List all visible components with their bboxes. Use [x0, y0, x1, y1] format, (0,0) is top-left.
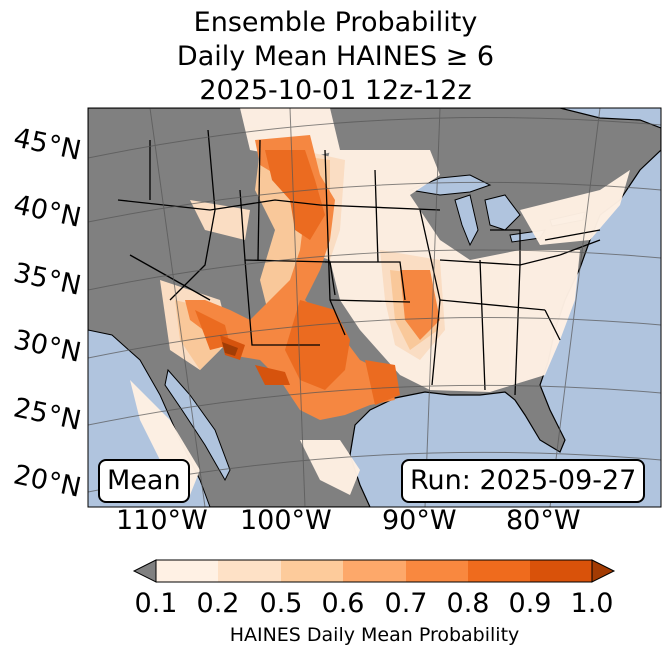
colorbar-segment-4 — [343, 560, 406, 582]
prob-band-highest — [265, 150, 325, 240]
colorbar-segment-7 — [530, 560, 592, 582]
gulf-of-california — [164, 368, 231, 482]
colorbar-tick: 1.0 — [570, 588, 614, 619]
colorbar-tick: 0.1 — [134, 588, 178, 619]
colorbar-segment-6 — [468, 560, 530, 582]
lon-label-90: 90°W — [382, 505, 457, 536]
lon-label-110: 110°W — [116, 505, 208, 536]
colorbar-tick: 0.6 — [321, 588, 365, 619]
colorbar-tick: 0.2 — [196, 588, 240, 619]
prob-band-extreme — [222, 342, 238, 356]
colorbar-under-arrow — [132, 559, 157, 583]
prob-band-max — [255, 365, 290, 385]
colorbar-tick: 0.5 — [259, 588, 303, 619]
colorbar-tick: 0.9 — [508, 588, 552, 619]
run-label-box: Run: 2025-09-27 — [401, 459, 646, 503]
great-lakes — [408, 174, 586, 247]
colorbar-tick: 0.7 — [384, 588, 428, 619]
prob-band-lightest — [520, 170, 630, 245]
title-line-3: 2025-10-01 12z-12z — [199, 75, 472, 106]
graticule — [88, 108, 661, 507]
title-line-1: Ensemble Probability — [193, 7, 478, 38]
colorbar-over-arrow — [591, 559, 616, 583]
prob-band-high — [400, 270, 440, 340]
prob-band-highest — [365, 360, 400, 405]
mean-label-box: Mean — [98, 459, 190, 503]
probability-shading — [130, 108, 630, 495]
colorbar-label: HAINES Daily Mean Probability — [229, 624, 520, 646]
colorbar-tick: 0.8 — [446, 588, 490, 619]
colorbar-segment-3 — [281, 560, 343, 582]
state-borders — [117, 129, 601, 396]
title-line-2: Daily Mean HAINES ≥ 6 — [176, 41, 495, 72]
colorbar-segment-2 — [218, 560, 281, 582]
prob-band-lightest — [320, 150, 580, 392]
colorbar-segment-1 — [156, 560, 218, 582]
prob-band-lightest — [300, 440, 360, 495]
colorbar-segment-5 — [406, 560, 468, 582]
lon-label-80: 80°W — [506, 505, 581, 536]
lon-label-100: 100°W — [240, 505, 332, 536]
colorbar — [132, 559, 616, 583]
